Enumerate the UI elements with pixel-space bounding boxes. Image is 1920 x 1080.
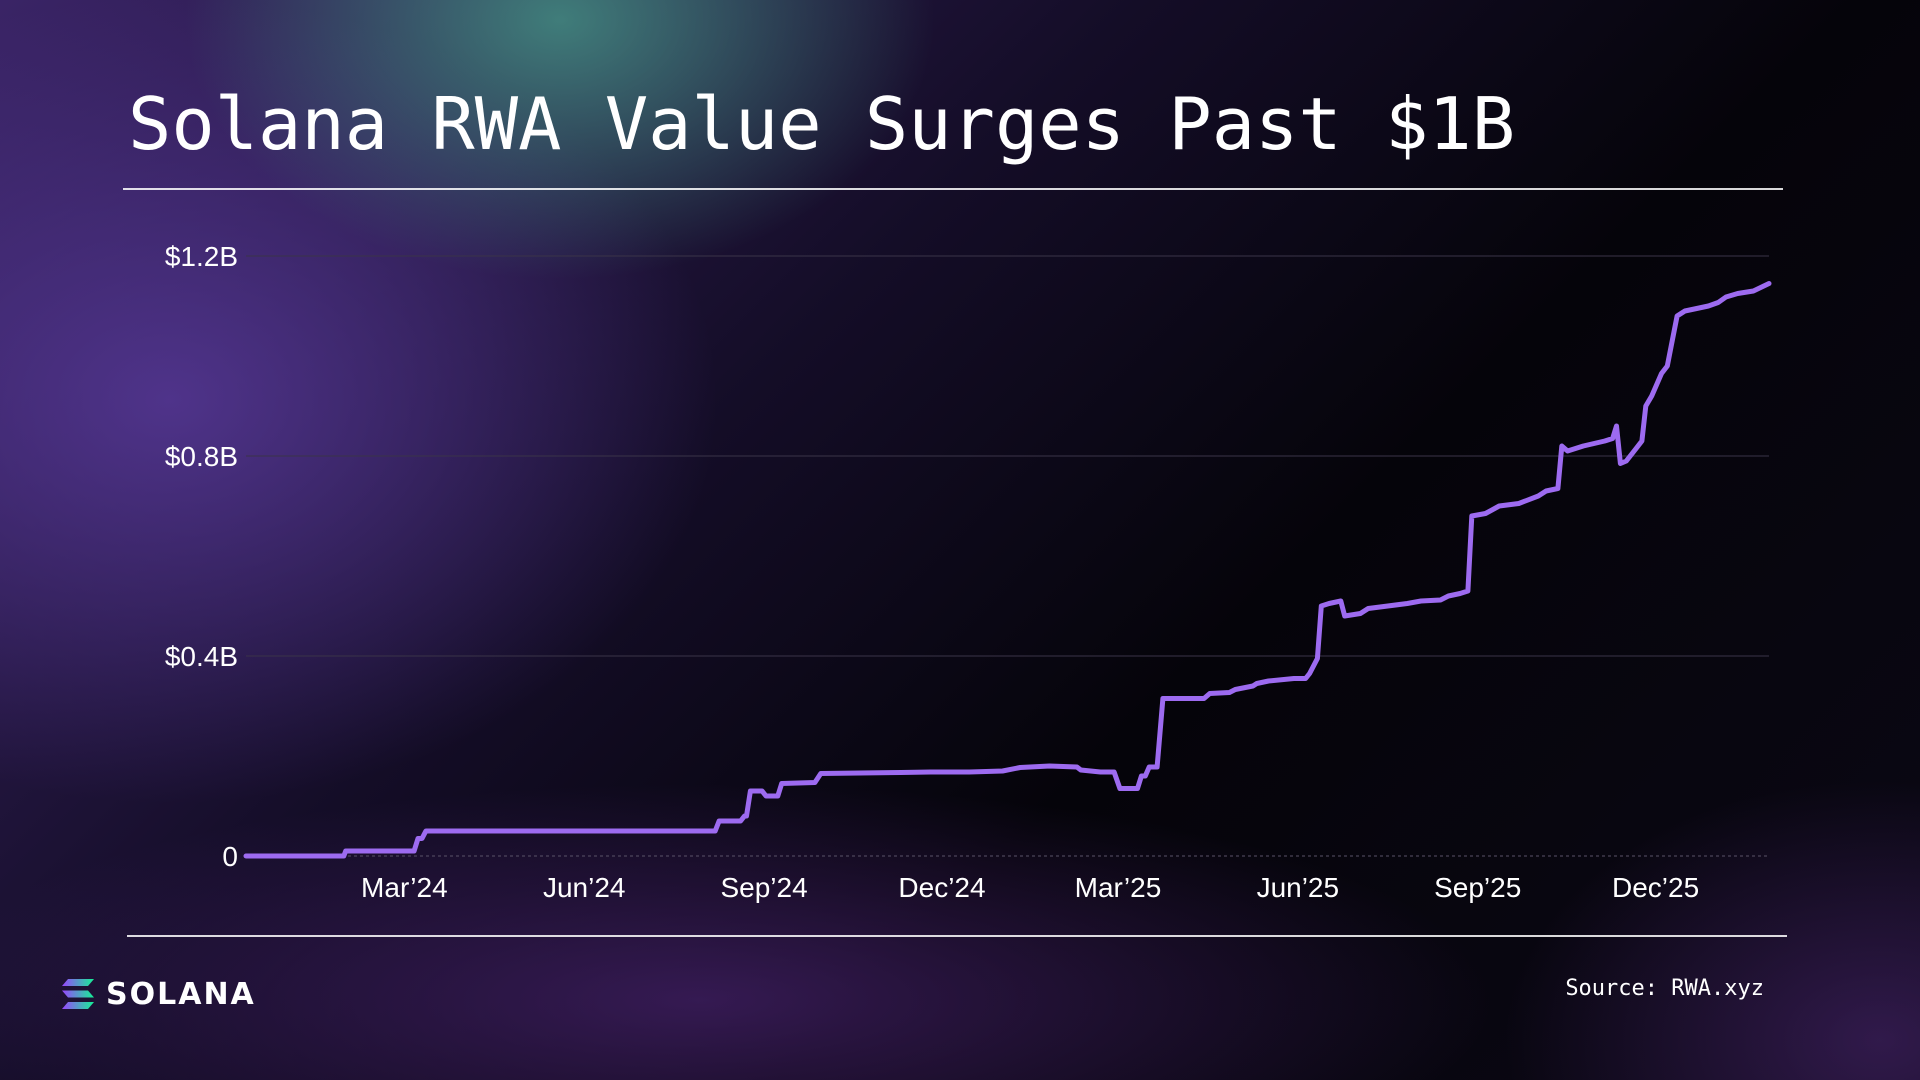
footer-divider — [127, 935, 1787, 937]
solana-logo: SOLANA — [62, 972, 256, 1016]
x-tick-label: Dec’25 — [1612, 872, 1699, 903]
x-tick-label: Sep’25 — [1434, 872, 1521, 903]
grid-lines — [246, 255, 1769, 857]
title-divider — [123, 188, 1783, 190]
x-tick-label: Jun’24 — [543, 872, 626, 903]
y-axis-tick-labels: 0 $0.4B $0.8B $1.2B — [165, 241, 238, 872]
page-title: Solana RWA Value Surges Past $1B — [128, 82, 1516, 166]
rwa-value-series-line — [243, 281, 1772, 859]
x-tick-label: Mar’25 — [1075, 872, 1162, 903]
x-axis-tick-labels: Mar’24 Jun’24 Sep’24 Dec’24 Mar’25 Jun’25 Sep’… — [361, 872, 1699, 903]
x-tick-label: Sep’24 — [720, 872, 807, 903]
x-tick-label: Mar’24 — [361, 872, 448, 903]
x-tick-label: Dec’24 — [898, 872, 985, 903]
y-tick-label: $0.8B — [165, 441, 238, 472]
y-tick-label: 0 — [222, 841, 238, 872]
solana-logo-icon — [62, 979, 94, 1009]
series-group — [243, 281, 1772, 859]
y-tick-label: $0.4B — [165, 641, 238, 672]
x-tick-label: Jun’25 — [1257, 872, 1340, 903]
y-tick-label: $1.2B — [165, 241, 238, 272]
source-credit: Source: RWA.xyz — [1565, 976, 1764, 1001]
brand-wordmark: SOLANA — [106, 976, 256, 1012]
